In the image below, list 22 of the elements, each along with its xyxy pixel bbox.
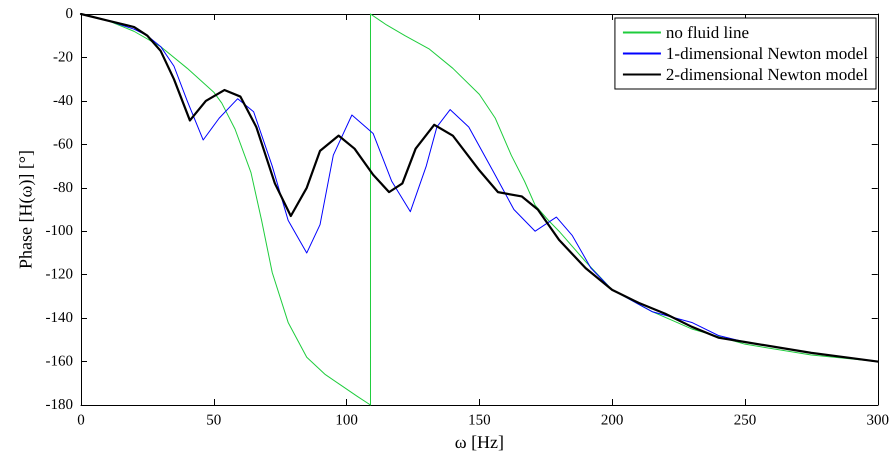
legend-label: 1-dimensional Newton model [666,44,868,63]
x-tick-label: 300 [866,412,889,428]
y-tick-label: -160 [46,354,73,370]
y-tick-label: -80 [53,180,73,196]
x-tick-label: 250 [734,412,756,428]
y-tick-label: -40 [53,92,73,109]
x-tick-label: 100 [335,412,358,428]
legend-label: 2-dimensional Newton model [666,65,868,84]
y-tick-label: -60 [53,136,73,152]
y-tick-label: -180 [46,397,73,413]
legend-label: no fluid line [666,23,750,42]
y-tick-label: -140 [46,310,73,326]
x-tick-label: 150 [468,412,491,428]
x-axis-title: ω [Hz] [454,432,504,452]
y-tick-label: -120 [46,266,73,283]
x-tick-label: 200 [600,412,624,428]
y-tick-label: -20 [53,49,73,66]
x-tick-label: 0 [77,412,85,428]
y-tick-label: -100 [46,223,73,240]
y-axis-title: Phase [H(ω)] [°] [16,150,36,270]
y-tick-label: 0 [66,6,73,22]
x-tick-label: 50 [206,412,222,428]
